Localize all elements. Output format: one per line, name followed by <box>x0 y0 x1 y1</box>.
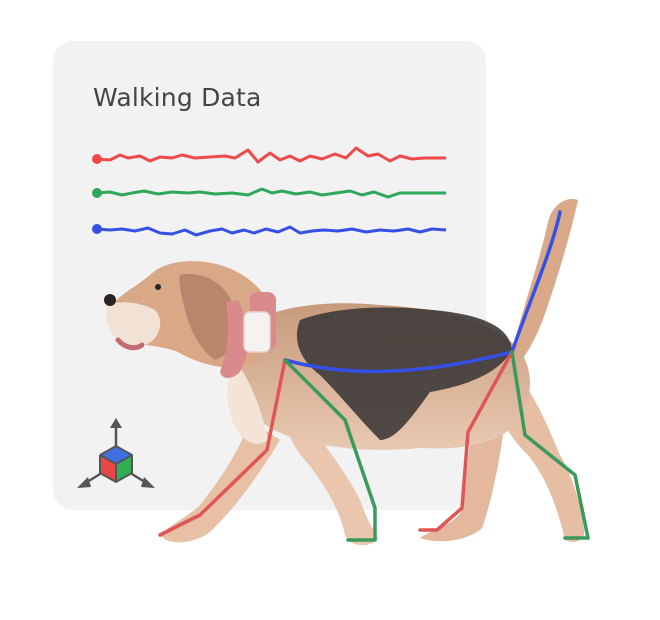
skeleton-front-leg-near <box>283 358 377 542</box>
skeleton-spine <box>283 350 514 374</box>
skeleton-hind-leg-far <box>418 350 514 532</box>
signal-trace-red <box>92 146 446 164</box>
signal-trace-blue <box>92 224 447 237</box>
dog-eye <box>155 284 161 290</box>
dog-chest <box>227 360 268 444</box>
dog-ear <box>179 274 237 360</box>
skeleton-hind-leg-near <box>510 350 590 540</box>
dog-tongue <box>115 337 145 351</box>
dog-tail <box>512 199 578 362</box>
dog-muzzle <box>105 302 161 346</box>
skeleton-front-leg-far <box>158 358 287 537</box>
dog-collar <box>220 300 249 378</box>
dog-nose <box>104 294 116 306</box>
signal-trace-green <box>92 187 446 199</box>
dog-front-leg-near <box>287 410 378 546</box>
card-title: Walking Data <box>93 83 262 112</box>
tracker-device <box>243 311 271 353</box>
dog-saddle <box>296 307 512 440</box>
skeleton-overlay <box>158 210 590 542</box>
dog-front-leg-far <box>160 420 280 543</box>
skeleton-tail <box>510 210 562 354</box>
